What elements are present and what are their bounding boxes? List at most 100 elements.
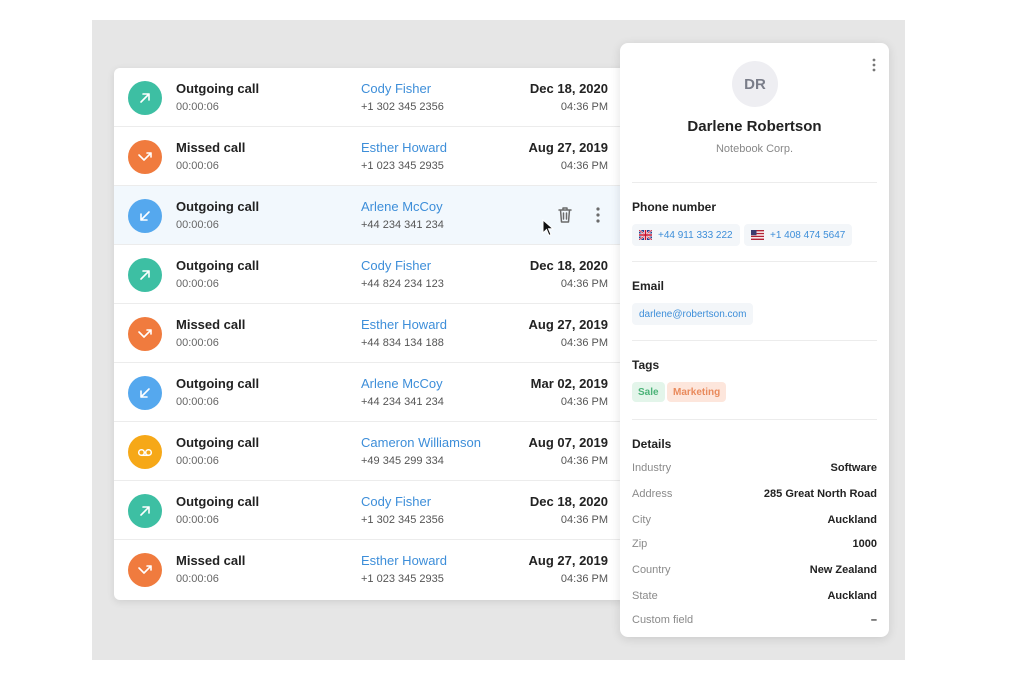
call-log-list: Outgoing call 00:00:06 Cody Fisher +1 30… (114, 68, 628, 600)
detail-value-industry: Software (830, 462, 877, 474)
contact-name-link[interactable]: Esther Howard (361, 553, 447, 568)
call-type: Outgoing call (176, 376, 260, 391)
contact-name-link[interactable]: Arlene McCoy (361, 199, 443, 214)
call-duration: 00:00:06 (176, 573, 219, 585)
detail-value-country: New Zealand (809, 564, 877, 576)
phone-chip-us[interactable]: +1 408 474 5647 (744, 224, 853, 246)
call-type: Outgoing call (176, 81, 260, 96)
divider (632, 340, 877, 341)
phone-section-title: Phone number (632, 200, 717, 214)
call-date: Dec 18, 2020 (529, 81, 608, 96)
call-time: 04:36 PM (560, 514, 608, 526)
call-type: Outgoing call (176, 199, 260, 214)
call-duration: 00:00:06 (176, 101, 219, 113)
call-row[interactable]: Outgoing call 00:00:06 Cody Fisher +1 30… (114, 481, 628, 540)
contact-phone: +1 302 345 2356 (361, 514, 444, 526)
more-options-icon[interactable] (594, 206, 602, 224)
call-row[interactable]: Outgoing call 00:00:06 Cody Fisher +44 8… (114, 245, 628, 304)
missed-call-icon (128, 140, 162, 174)
call-row[interactable]: Missed call 00:00:06 Esther Howard +44 8… (114, 304, 628, 363)
arrow-down-left-icon (128, 376, 162, 410)
contact-details-panel: DR Darlene Robertson Notebook Corp. Phon… (620, 43, 889, 637)
call-row[interactable]: Outgoing call 00:00:06 Cameron Williamso… (114, 422, 628, 481)
uk-flag-icon (639, 230, 652, 240)
call-date: Aug 27, 2019 (528, 553, 609, 568)
divider (632, 261, 877, 262)
call-row[interactable]: Outgoing call 00:00:06 Cody Fisher +1 30… (114, 68, 628, 127)
call-date: Aug 07, 2019 (528, 435, 609, 450)
call-time: 04:36 PM (560, 455, 608, 467)
call-time: 04:36 PM (560, 160, 608, 172)
call-time: 04:36 PM (560, 101, 608, 113)
contact-name-link[interactable]: Cody Fisher (361, 494, 432, 509)
arrow-down-left-icon (128, 199, 162, 233)
contact-name-link[interactable]: Arlene McCoy (361, 376, 443, 391)
contact-phone: +49 345 299 334 (361, 455, 444, 467)
tags-section-title: Tags (632, 358, 660, 372)
contact-name-link[interactable]: Esther Howard (361, 317, 447, 332)
call-duration: 00:00:06 (176, 514, 219, 526)
contact-company: Notebook Corp. (715, 143, 794, 155)
tag-marketing[interactable]: Marketing (667, 382, 727, 402)
contact-name: Darlene Robertson (687, 118, 822, 135)
detail-value-zip: 1000 (852, 538, 877, 550)
email-section-title: Email (632, 279, 665, 293)
trash-icon[interactable] (556, 205, 574, 225)
call-time: 04:36 PM (560, 573, 608, 585)
arrow-up-right-icon (128, 81, 162, 115)
phone-number: +44 911 333 222 (658, 229, 733, 241)
phone-chip-uk[interactable]: +44 911 333 222 (632, 224, 740, 246)
call-type: Outgoing call (176, 435, 260, 450)
call-row[interactable]: Missed call 00:00:06 Esther Howard +1 02… (114, 540, 628, 599)
detail-value-address: 285 Great North Road (763, 488, 877, 500)
call-date: Aug 27, 2019 (528, 140, 609, 155)
call-type: Outgoing call (176, 494, 260, 509)
divider (632, 419, 877, 420)
details-section-title: Details (632, 437, 672, 451)
detail-label-address: Address (632, 488, 673, 500)
detail-label-zip: Zip (632, 538, 648, 550)
call-row-hovered[interactable]: Outgoing call 00:00:06 Arlene McCoy +44 … (114, 186, 628, 245)
call-row[interactable]: Outgoing call 00:00:06 Arlene McCoy +44 … (114, 363, 628, 422)
detail-label-city: City (632, 514, 651, 526)
contact-name-link[interactable]: Cody Fisher (361, 258, 432, 273)
call-type: Missed call (176, 140, 246, 155)
detail-value-city: Auckland (827, 514, 877, 526)
phone-number: +1 408 474 5647 (770, 229, 846, 241)
detail-label-custom-field: Custom field (632, 614, 694, 626)
contact-name-link[interactable]: Cameron Williamson (361, 435, 481, 450)
voicemail-icon (128, 435, 162, 469)
tag-sale[interactable]: Sale (632, 382, 665, 402)
avatar: DR (732, 61, 778, 107)
call-time: 04:36 PM (560, 278, 608, 290)
missed-call-icon (128, 553, 162, 587)
arrow-up-right-icon (128, 258, 162, 292)
call-date: Aug 27, 2019 (528, 317, 609, 332)
detail-label-country: Country (632, 564, 671, 576)
call-type: Missed call (176, 317, 246, 332)
call-duration: 00:00:06 (176, 396, 219, 408)
call-type: Outgoing call (176, 258, 260, 273)
us-flag-icon (751, 230, 764, 240)
call-duration: 00:00:06 (176, 337, 219, 349)
call-date: Mar 02, 2019 (530, 376, 608, 391)
call-duration: 00:00:06 (176, 219, 219, 231)
contact-phone: +1 023 345 2935 (361, 160, 444, 172)
detail-label-industry: Industry (632, 462, 672, 474)
detail-label-state: State (632, 590, 658, 602)
contact-phone: +44 234 341 234 (361, 219, 444, 231)
more-options-icon[interactable] (871, 57, 877, 73)
contact-name-link[interactable]: Esther Howard (361, 140, 447, 155)
contact-name-link[interactable]: Cody Fisher (361, 81, 432, 96)
contact-phone: +1 023 345 2935 (361, 573, 444, 585)
call-duration: 00:00:06 (176, 278, 219, 290)
call-duration: 00:00:06 (176, 160, 219, 172)
call-row[interactable]: Missed call 00:00:06 Esther Howard +1 02… (114, 127, 628, 186)
contact-phone: +1 302 345 2356 (361, 101, 444, 113)
mouse-cursor-icon (542, 219, 555, 237)
call-date: Dec 18, 2020 (529, 258, 608, 273)
arrow-up-right-icon (128, 494, 162, 528)
email-chip[interactable]: darlene@robertson.com (632, 303, 754, 325)
call-time: 04:36 PM (560, 337, 608, 349)
detail-value-state: Auckland (827, 590, 877, 602)
